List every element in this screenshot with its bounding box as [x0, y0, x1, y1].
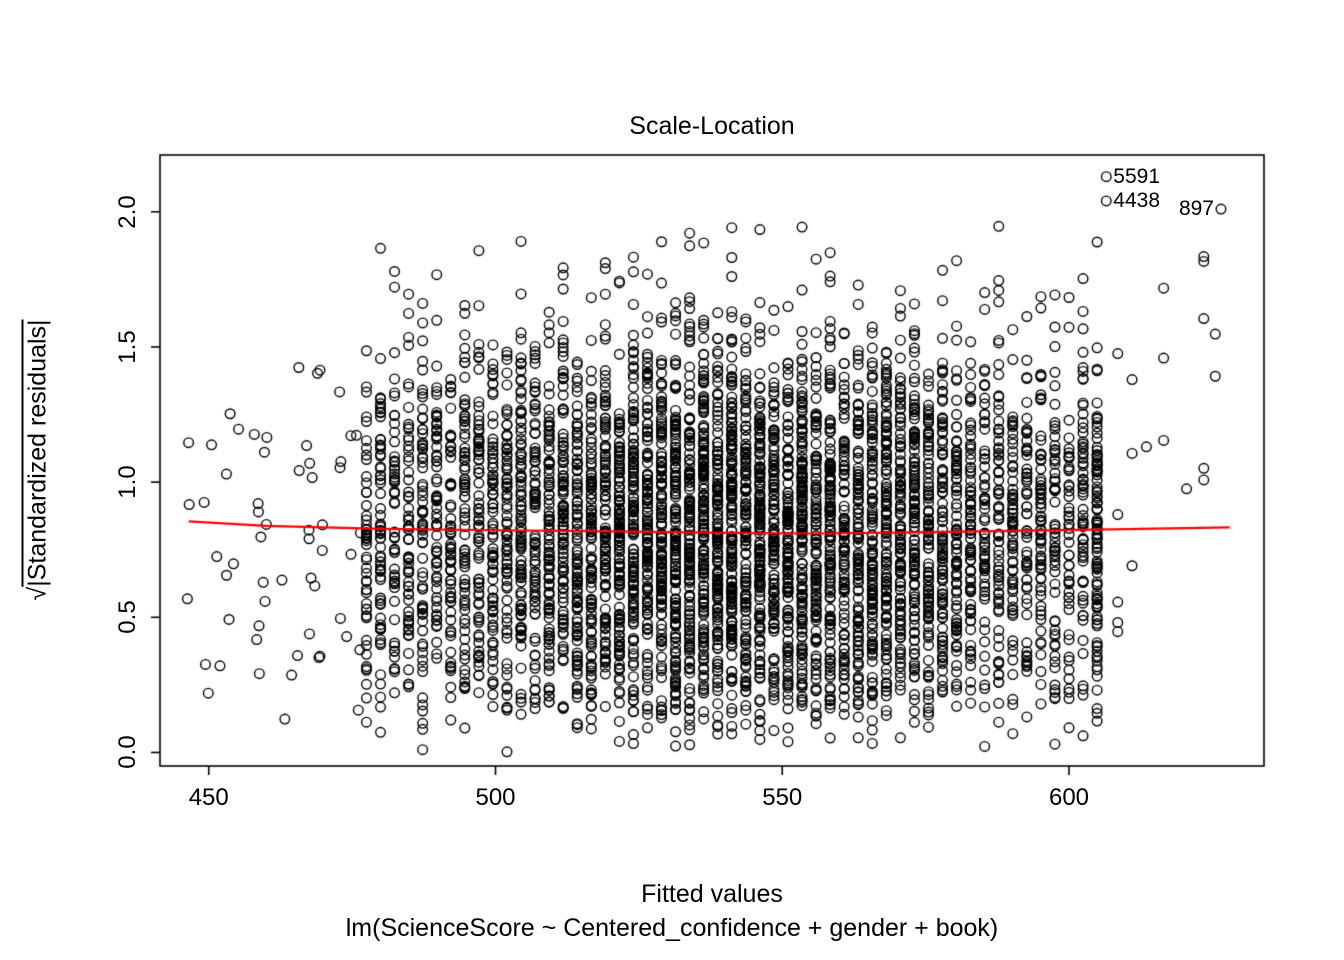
plot-title: Scale-Location [629, 112, 795, 140]
y-axis-label-inner: |Standardized residuals| [23, 319, 52, 587]
y-axis-label: √|Standardized residuals| [24, 319, 53, 600]
x-tick-label: 450 [188, 784, 229, 811]
y-tick-label: 0.0 [114, 735, 141, 770]
x-tick-label: 600 [1048, 784, 1090, 811]
outlier-point-label: 897 [1178, 197, 1214, 221]
x-tick-label: 500 [475, 784, 516, 811]
x-axis-label: Fitted values [641, 880, 783, 908]
sqrt-radical-symbol: √ [23, 586, 52, 601]
y-tick-label: 2.0 [114, 195, 141, 229]
y-tick-label: 1.0 [114, 465, 141, 499]
outlier-point-label: 4438 [1113, 188, 1160, 212]
model-caption: lm(ScienceScore ~ Centered_confidence + … [345, 914, 999, 942]
y-tick-label: 0.5 [114, 600, 141, 634]
outlier-point-label: 5591 [1113, 164, 1160, 188]
x-tick-label: 550 [762, 784, 803, 811]
y-tick-label: 1.5 [114, 330, 141, 364]
